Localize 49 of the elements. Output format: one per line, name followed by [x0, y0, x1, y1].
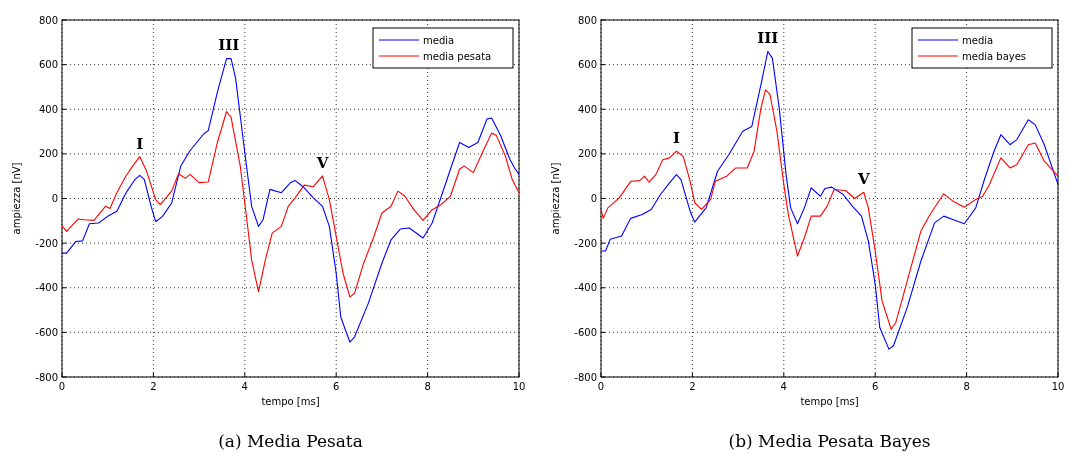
x-tick-label: 0 [597, 381, 605, 392]
legend-label: media bayes [962, 51, 1027, 62]
x-tick-label: 6 [872, 381, 879, 392]
x-axis-title: tempo [ms] [261, 396, 320, 407]
y-tick-label: -200 [35, 237, 58, 249]
x-tick-label: 8 [963, 381, 970, 392]
x-tick-label: 2 [150, 381, 157, 392]
y-tick-label: 0 [590, 193, 597, 204]
annotation: V [856, 170, 870, 189]
text: (b) Media Pesata Bayes [728, 431, 931, 451]
y-tick-label: 600 [38, 59, 58, 71]
y-tick-label: 200 [577, 148, 597, 160]
x-tick-label: 4 [241, 381, 248, 392]
x-tick-label: 10 [1051, 381, 1065, 392]
x-axis-title: tempo [ms] [800, 396, 859, 407]
x-tick-label: 0 [58, 381, 66, 392]
x-tick-label: 2 [689, 381, 696, 392]
annotation: I [136, 134, 144, 153]
annotation: I [672, 129, 680, 148]
y-tick-label: 800 [38, 14, 58, 26]
y-tick-label: -600 [574, 326, 597, 338]
y-tick-label: 0 [51, 193, 58, 204]
annotation: V [315, 153, 329, 172]
x-tick-label: 8 [424, 381, 431, 392]
legend-label: media pesata [423, 51, 492, 62]
annotation: III [218, 35, 240, 54]
y-tick-label: 800 [577, 14, 597, 26]
y-tick-label: -200 [574, 237, 597, 249]
x-tick-label: 4 [780, 381, 787, 392]
line-series [61, 110, 520, 298]
y-tick-label: 400 [577, 103, 597, 115]
y-tick-label: -400 [35, 282, 58, 294]
y-tick-label: -600 [35, 326, 58, 338]
y-tick-label: -800 [574, 371, 597, 383]
y-axis-title: ampiezza [nV] [550, 162, 561, 235]
text: (a) Media Pesata [218, 431, 363, 451]
line-series [600, 50, 1059, 350]
y-axis-title: ampiezza [nV] [11, 162, 22, 235]
line-series [600, 89, 1059, 330]
legend-label: media [423, 35, 455, 46]
legend-label: media [962, 35, 994, 46]
y-tick-label: 600 [577, 59, 597, 71]
x-tick-label: 6 [333, 381, 340, 392]
y-tick-label: -800 [35, 371, 58, 383]
y-tick-label: 400 [38, 103, 58, 115]
x-tick-label: 10 [512, 381, 526, 392]
annotation: III [757, 29, 779, 48]
y-tick-label: -400 [574, 282, 597, 294]
y-tick-label: 200 [38, 148, 58, 160]
